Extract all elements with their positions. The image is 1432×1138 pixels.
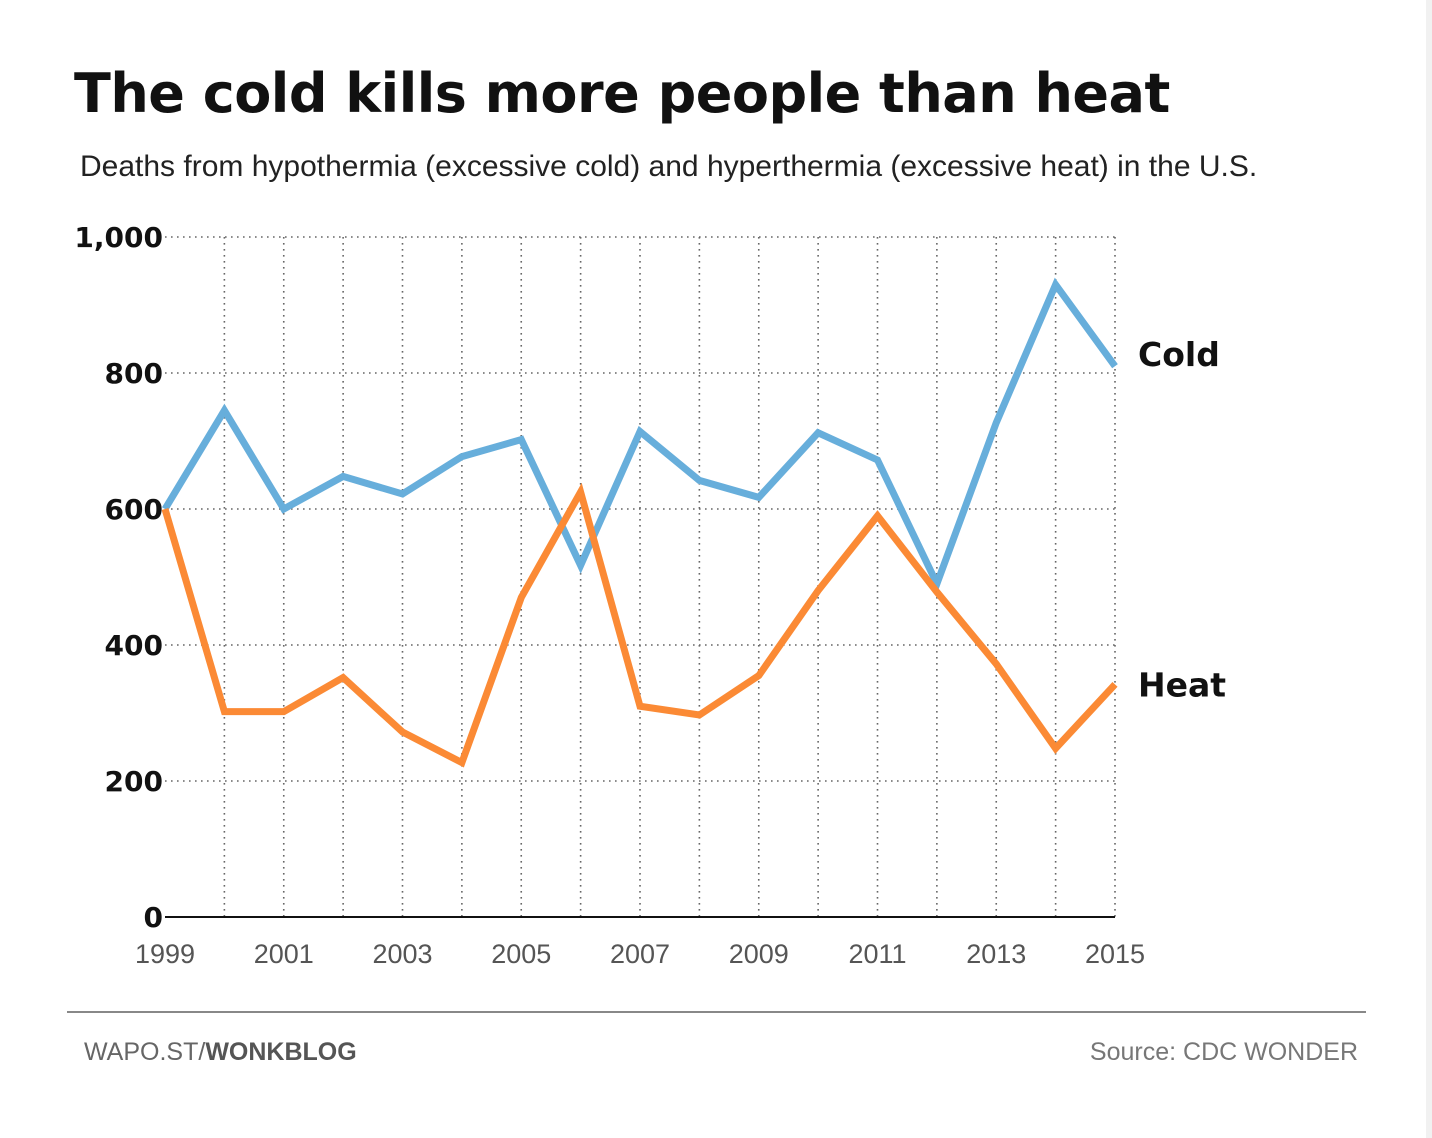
x-tick-label: 2011: [848, 939, 906, 969]
y-tick-label: 0: [144, 901, 163, 934]
x-tick-label: 2015: [1085, 939, 1145, 969]
x-tick-label: 2001: [254, 939, 314, 969]
y-tick-label: 800: [105, 357, 163, 390]
y-axis-labels: 0 200 400 600 800 1,000: [74, 221, 163, 934]
x-tick-label: 2003: [372, 939, 432, 969]
grid-lines: [165, 236, 1116, 917]
x-tick-label: 2005: [491, 939, 551, 969]
series-label-cold: Cold: [1138, 335, 1220, 374]
x-tick-label: 2009: [729, 939, 789, 969]
y-tick-label: 200: [105, 765, 163, 798]
x-tick-label: 2007: [610, 939, 670, 969]
series-labels: Cold Heat: [1138, 335, 1226, 704]
x-axis-labels: 1999 2001 2003 2005 2007 2009 2011 2013 2015: [135, 939, 1145, 969]
footer-credit-prefix: WAPO.ST/: [84, 1038, 206, 1066]
x-tick-label: 2013: [966, 939, 1026, 969]
y-tick-label: 400: [105, 629, 163, 662]
series-line-cold: [162, 277, 1118, 593]
series-label-heat: Heat: [1138, 665, 1226, 704]
series-lines: [161, 277, 1118, 768]
y-tick-label: 1,000: [74, 221, 163, 254]
page-edge: [1426, 0, 1432, 1138]
series-line-heat: [161, 482, 1118, 768]
line-chart: 0 200 400 600 800 1,000 1999 2001 2003 2005 2007 2…: [74, 221, 1226, 969]
x-tick-label: 1999: [135, 939, 195, 969]
footer-credit-bold: WONKBLOG: [205, 1038, 357, 1066]
chart-subtitle: Deaths from hypothermia (excessive cold)…: [80, 150, 1258, 183]
footer-credit: WAPO.ST/WONKBLOG: [84, 1038, 357, 1067]
footer-source: Source: CDC WONDER: [1089, 1038, 1358, 1066]
chart-title: The cold kills more people than heat: [74, 62, 1170, 125]
y-tick-label: 600: [105, 493, 163, 526]
footer-divider: [67, 1011, 1366, 1013]
